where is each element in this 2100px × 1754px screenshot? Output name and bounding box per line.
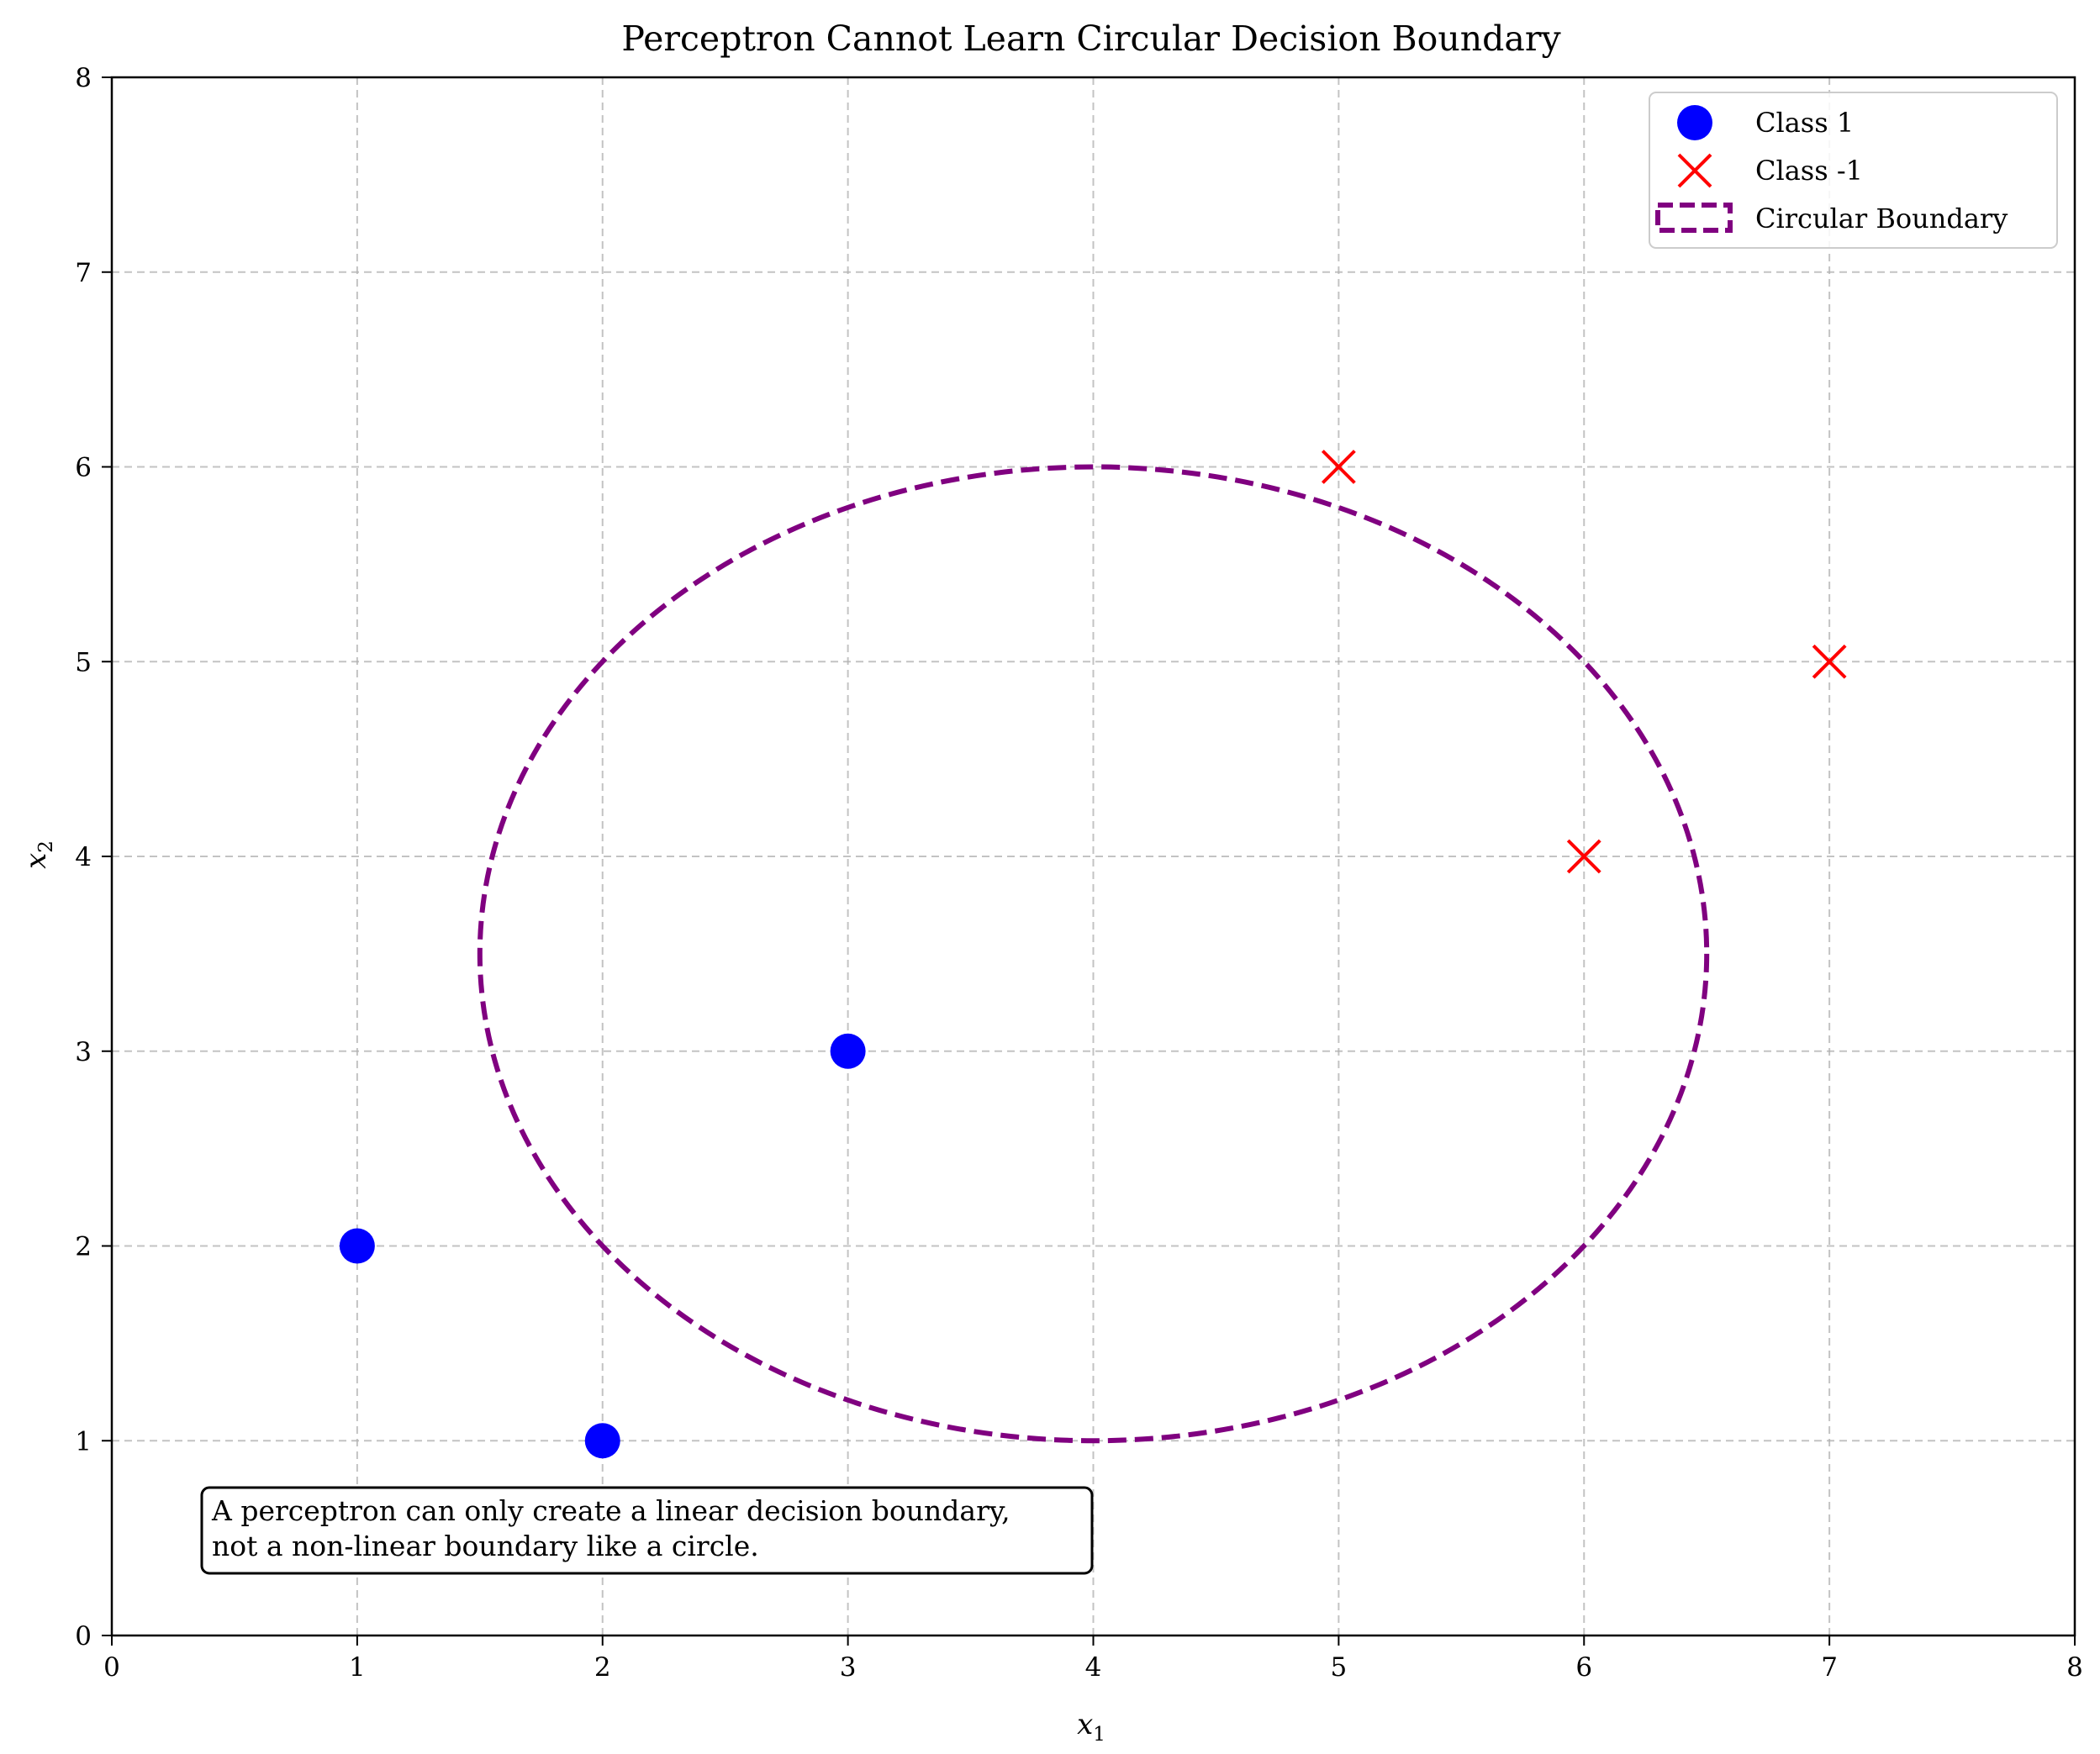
- annotation-line-2: not a non-linear boundary like a circle.: [212, 1530, 759, 1562]
- x-tick-label: 4: [1085, 1652, 1102, 1683]
- class-minus-1-point: [1566, 839, 1601, 874]
- boundary-layer: [477, 464, 1710, 1444]
- class-minus-1-point: [1812, 644, 1847, 679]
- legend-class-1-marker: [1677, 105, 1712, 140]
- x-marker-stroke: [1321, 450, 1356, 484]
- x-tick-label: 3: [840, 1652, 857, 1683]
- annotation-box: A perceptron can only create a linear de…: [200, 1486, 1094, 1575]
- legend-class-1-label: Class 1: [1755, 107, 1854, 139]
- y-tick-label: 3: [75, 1037, 92, 1067]
- circular-boundary-curve: [477, 464, 1710, 1444]
- x-axis-label: x1: [1077, 1708, 1105, 1746]
- grid: [112, 77, 2075, 1635]
- x-tick-label: 0: [103, 1652, 120, 1683]
- y-tick-label: 2: [75, 1232, 92, 1262]
- legend-frame: [1649, 92, 2058, 249]
- legend-boundary-marker: [1655, 203, 1733, 233]
- y-tick-label: 0: [75, 1621, 92, 1651]
- x-marker-stroke: [1812, 644, 1847, 679]
- x-tick-label: 7: [1821, 1652, 1838, 1683]
- class-1-point: [584, 1423, 620, 1459]
- x-tick-label: 5: [1331, 1652, 1348, 1683]
- x-tick-label: 2: [594, 1652, 611, 1683]
- y-tick-label: 8: [75, 63, 92, 93]
- annotation-frame: [200, 1486, 1094, 1575]
- y-tick-label: 1: [75, 1426, 92, 1456]
- points-layer: [339, 450, 1847, 1459]
- class-minus-1-point: [1321, 450, 1356, 484]
- legend-class-minus-1-marker: [1677, 153, 1712, 188]
- legend-boundary-label: Circular Boundary: [1755, 203, 2008, 234]
- class-1-point: [339, 1228, 375, 1264]
- annotation-line-1: A perceptron can only create a linear de…: [211, 1494, 1010, 1527]
- x-marker-stroke: [1566, 839, 1601, 874]
- chart-title: Perceptron Cannot Learn Circular Decisio…: [621, 18, 1561, 59]
- legend-class-minus-1-label: Class -1: [1755, 155, 1863, 187]
- y-tick-label: 6: [75, 453, 92, 483]
- legend: Class 1 Class -1 Circular Boundary: [1649, 92, 2058, 249]
- y-tick-label: 5: [75, 647, 92, 677]
- x-tick-label: 1: [349, 1652, 366, 1683]
- x-tick-label: 6: [1575, 1652, 1592, 1683]
- y-tick-label: 7: [75, 258, 92, 288]
- y-tick-label: 4: [75, 842, 92, 872]
- class-1-point: [830, 1033, 866, 1069]
- tick-layer: 0 1 2 3 4 5 6 7 8 0 1 2 3 4 5 6 7 8: [75, 63, 2083, 1683]
- y-axis-label: x2: [19, 840, 57, 869]
- x-tick-label: 8: [2066, 1652, 2083, 1683]
